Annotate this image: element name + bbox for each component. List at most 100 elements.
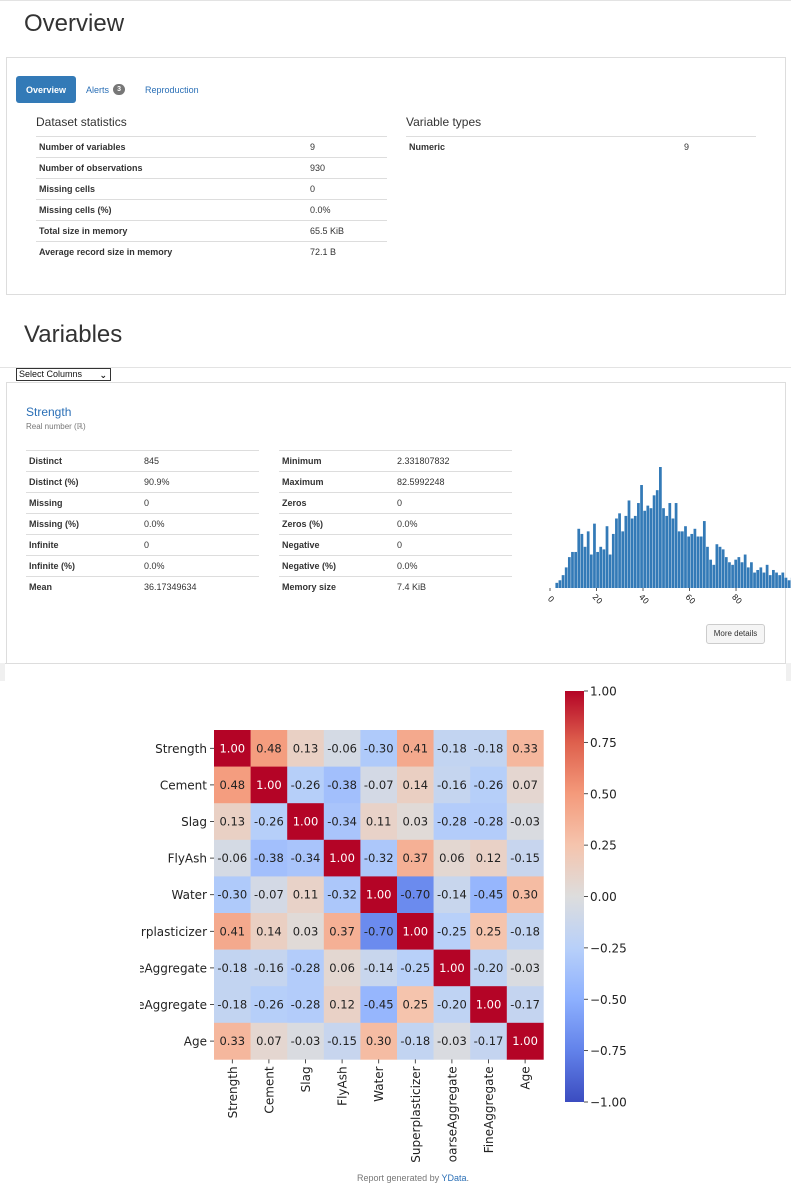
heatmap-cell	[470, 839, 508, 877]
heatmap-cell	[433, 876, 471, 914]
heatmap-cell	[433, 986, 471, 1024]
scroll-edge	[0, 663, 5, 681]
heatmap-value-label: -0.25	[400, 961, 430, 975]
heatmap-value-label: -0.26	[254, 815, 284, 829]
colorbar-tick-label: −1.00	[590, 1096, 627, 1110]
heatmap-cell	[250, 949, 288, 987]
heatmap-value-label: -0.34	[327, 815, 357, 829]
heatmap-value-label: -0.03	[510, 961, 540, 975]
variables-divider	[0, 367, 791, 368]
heatmap-cell	[506, 913, 544, 950]
heatmap-value-label: -0.30	[217, 888, 247, 902]
heatmap-row-label: eAggregate	[137, 961, 207, 975]
heatmap-cell	[433, 803, 471, 841]
heatmap-cell	[360, 730, 398, 767]
heatmap-value-label: -0.70	[364, 924, 394, 938]
tab-overview[interactable]: Overview	[16, 76, 77, 103]
table-row: Zeros (%) 0.0%	[279, 513, 512, 535]
heatmap-value-label: 0.48	[256, 741, 282, 755]
heatmap-cell	[397, 803, 434, 841]
heatmap-row-label: rplasticizer	[141, 925, 207, 939]
heatmap-value-label: 1.00	[439, 961, 465, 975]
heatmap-cell	[506, 803, 544, 841]
heatmap-col-label: Age	[519, 1066, 533, 1089]
heatmap-value-label: -0.28	[474, 815, 504, 829]
heatmap-cell	[397, 1022, 434, 1060]
heatmap-value-label: 0.12	[476, 851, 502, 865]
heatmap-value-label: 0.30	[366, 1034, 392, 1048]
heatmap-cell	[287, 876, 325, 914]
heatmap-cell	[323, 986, 361, 1024]
heatmap-value-label: -0.38	[327, 778, 357, 792]
table-row: Infinite (%) 0.0%	[26, 555, 259, 577]
colorbar-tick-label: 0.75	[590, 736, 617, 750]
heatmap-col-label: FineAggregate	[482, 1066, 496, 1153]
table-row: Total size in memory 65.5 KiB	[36, 220, 387, 242]
colorbar-tick-label: −0.25	[590, 941, 627, 955]
heatmap-cell	[250, 876, 288, 914]
heatmap-value-label: 0.03	[402, 815, 428, 829]
table-row: Infinite 0	[26, 534, 259, 556]
select-columns-dropdown[interactable]: Select Columns ⌄	[16, 368, 111, 381]
heatmap-cell	[360, 913, 398, 950]
heatmap-cell	[287, 913, 325, 950]
heatmap-cell	[360, 876, 398, 914]
footer: Report generated by YData.	[357, 1173, 469, 1183]
heatmap-cell	[506, 839, 544, 877]
heatmap-value-label: -0.17	[510, 998, 540, 1012]
heatmap-value-label: 0.25	[402, 998, 428, 1012]
heatmap-value-label: -0.28	[291, 998, 321, 1012]
heatmap-value-label: -0.18	[217, 961, 247, 975]
heatmap-value-label: 0.07	[512, 778, 538, 792]
variable-name-link[interactable]: Strength	[26, 405, 72, 419]
heatmap-value-label: -0.03	[510, 815, 540, 829]
heatmap-cell	[214, 986, 251, 1024]
heatmap-row-label: Age	[184, 1035, 207, 1049]
heatmap-value-label: 1.00	[256, 778, 282, 792]
colorbar-tick-label: −0.50	[590, 993, 627, 1007]
heatmap-cell	[397, 949, 434, 987]
ydata-link[interactable]: YData	[441, 1173, 467, 1183]
heatmap-cell	[397, 839, 434, 877]
heatmap-cell	[214, 876, 251, 914]
colorbar-tick-label: 1.00	[590, 685, 617, 699]
heatmap-cell	[506, 949, 544, 987]
heatmap-cell	[433, 730, 471, 767]
heatmap-col-label: Strength	[226, 1066, 240, 1118]
heatmap-value-label: 0.37	[402, 851, 428, 865]
heatmap-row-label: FlyAsh	[168, 852, 207, 866]
heatmap-cell	[323, 839, 361, 877]
heatmap-cell	[214, 730, 251, 767]
dataset-statistics-heading: Dataset statistics	[36, 115, 127, 129]
colorbar-tick-label: 0.50	[590, 787, 617, 801]
heatmap-cell	[214, 949, 251, 987]
heatmap-cell	[397, 913, 434, 950]
heatmap-value-label: -0.18	[510, 924, 540, 938]
heatmap-value-label: 0.41	[402, 741, 428, 755]
overview-panel: Overview Alerts 3 Reproduction Dataset st…	[6, 57, 786, 295]
heatmap-value-label: -0.28	[291, 961, 321, 975]
heatmap-value-label: 0.48	[219, 778, 245, 792]
table-row: Missing (%) 0.0%	[26, 513, 259, 535]
heatmap-value-label: 0.14	[256, 924, 282, 938]
heatmap-value-label: -0.03	[437, 1034, 467, 1048]
heatmap-value-label: -0.32	[327, 888, 357, 902]
heatmap-row-labels: Strength Cement Slag FlyAsh Water rplasticize…	[137, 742, 207, 1049]
heatmap-cell	[250, 1022, 288, 1060]
table-row: Maximum 82.5992248	[279, 471, 512, 493]
heatmap-col-label: Cement	[262, 1066, 276, 1113]
heatmap-value-label: 0.06	[439, 851, 465, 865]
tab-reproduction[interactable]: Reproduction	[145, 84, 199, 95]
tab-alerts[interactable]: Alerts 3	[76, 76, 135, 103]
heatmap-value-label: 1.00	[476, 998, 502, 1012]
heatmap-cell	[470, 876, 508, 914]
variable-type-label: Real number (ℝ)	[26, 422, 86, 431]
heatmap-cell	[470, 803, 508, 841]
alerts-count-badge: 3	[113, 84, 126, 95]
heatmap-cell	[323, 949, 361, 987]
more-details-button[interactable]: More details	[706, 624, 765, 644]
table-row: Memory size 7.4 KiB	[279, 576, 512, 598]
heatmap-col-label: Water	[372, 1066, 386, 1102]
heatmap-row-label: Slag	[181, 815, 207, 829]
top-border	[0, 0, 791, 1]
